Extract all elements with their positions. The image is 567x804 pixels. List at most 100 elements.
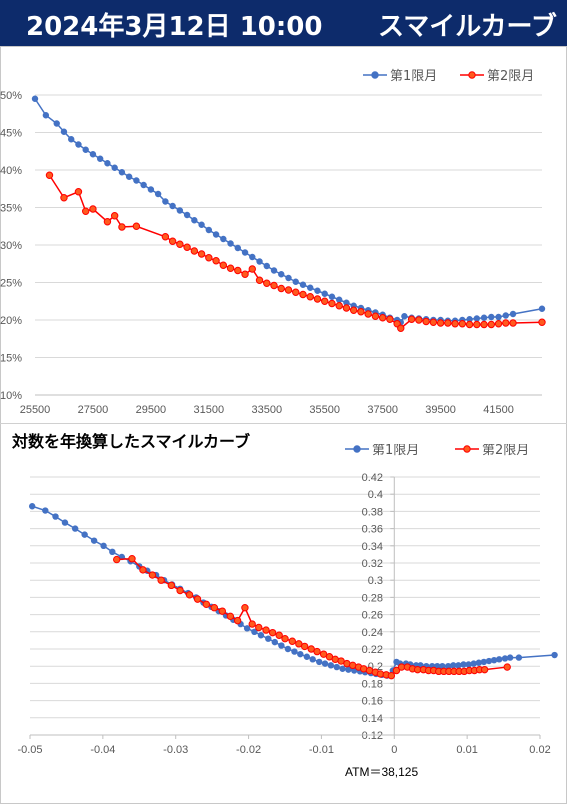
series-2-point: [429, 318, 438, 326]
series-1-point: [328, 293, 336, 300]
series-1-point: [257, 632, 265, 639]
series-1-point: [111, 164, 118, 171]
series-2-point: [292, 288, 300, 296]
series-2-point: [128, 555, 136, 563]
series-1-point: [475, 659, 482, 666]
series-1-point: [285, 274, 292, 282]
series-1-point: [125, 173, 133, 180]
series-1-point: [251, 628, 258, 635]
series-1-point: [450, 662, 457, 669]
y-tick-label: 30%: [0, 240, 22, 252]
series-2-point: [480, 665, 489, 674]
series-1-point: [299, 281, 307, 288]
series-1-point: [263, 262, 270, 270]
series-1-point: [333, 663, 340, 671]
x-tick-label: 0.02: [529, 744, 550, 756]
series-line-2: [48, 174, 543, 330]
x-tick-label: 35500: [309, 404, 340, 416]
series-2-point: [538, 318, 546, 326]
series-2-point: [241, 270, 249, 278]
series-1-point: [309, 656, 316, 663]
series-1-point: [284, 645, 292, 653]
series-1-point: [154, 190, 162, 198]
y-tick-label: 15%: [0, 353, 22, 365]
series-1-point: [515, 654, 523, 661]
series-1-point: [271, 638, 278, 646]
series-1-point: [147, 186, 155, 193]
header-date: 2024年3月12日 10:00: [26, 12, 323, 42]
series-1-point: [28, 503, 36, 510]
series-1-point: [256, 258, 263, 265]
legend-label-2: 第2限月: [487, 69, 534, 84]
y-tick-label: 50%: [0, 90, 22, 102]
y-tick-label: 0.36: [362, 524, 383, 536]
series-2-point: [255, 623, 263, 632]
series-2-point: [197, 250, 206, 258]
series-1-point: [241, 249, 249, 256]
series-2-point: [226, 264, 235, 272]
series-1-point: [60, 128, 68, 135]
series-1-point: [480, 314, 488, 321]
series-1-point: [509, 310, 517, 318]
series-1-point: [270, 267, 278, 274]
series-1-point: [470, 660, 477, 667]
chart2-title: 対数を年換算したスマイルカーブ: [12, 432, 251, 451]
y-tick-label: 45%: [0, 128, 22, 140]
series-1-point: [212, 231, 220, 238]
series-2-point: [397, 324, 405, 332]
series-2-point: [436, 319, 445, 327]
series-1-point: [81, 531, 88, 538]
series-1-point: [466, 316, 473, 323]
series-2-point: [132, 222, 141, 230]
series-1-point: [31, 95, 39, 102]
series-2-point: [176, 586, 184, 595]
series-2-point: [167, 581, 176, 590]
y-tick-label: 35%: [0, 203, 22, 215]
x-tick-label: -0.05: [17, 744, 42, 756]
series-1-point: [42, 507, 49, 514]
series-2-point: [148, 571, 157, 579]
series-2-point: [262, 626, 270, 634]
series-2-point: [234, 266, 242, 275]
series-2-point: [422, 317, 430, 326]
y-tick-label: 0.16: [362, 696, 383, 708]
series-1-point: [336, 296, 343, 303]
series-2-point: [190, 247, 199, 255]
series-2-point: [444, 319, 452, 327]
series-2-point: [300, 642, 309, 651]
series-1-point: [321, 660, 329, 667]
series-1-point: [227, 240, 234, 247]
y-tick-label: 0.42: [362, 472, 383, 484]
series-2-point: [218, 607, 227, 615]
series-2-point: [407, 315, 416, 323]
series-2-point: [255, 276, 264, 284]
series-2-point: [183, 243, 191, 251]
series-1-point: [488, 313, 495, 321]
series-2-point: [176, 240, 184, 248]
series-1-point: [291, 648, 298, 655]
x-tick-label: 0: [391, 744, 397, 756]
series-2-point: [281, 634, 289, 643]
series-1-point: [307, 284, 314, 291]
series-2-point: [113, 555, 121, 564]
series-2-point: [371, 312, 380, 320]
series-1-point: [495, 313, 502, 321]
series-2-point: [288, 637, 296, 645]
series-2-point: [118, 223, 126, 231]
series-2-point: [241, 604, 249, 612]
series-1-point: [42, 112, 50, 119]
legend-label-2: 第2限月: [482, 444, 529, 458]
series-2-point: [342, 304, 351, 312]
series-2-point: [168, 237, 177, 245]
series-1-point: [265, 635, 272, 642]
series-1-point: [133, 177, 140, 184]
series-2-point: [306, 293, 314, 301]
series-2-point: [60, 194, 68, 202]
y-tick-label: 0.26: [362, 610, 383, 622]
x-tick-label: -0.02: [236, 744, 261, 756]
atm-annotation: ATM＝38,125: [345, 765, 418, 779]
x-tick-label: 33500: [251, 404, 282, 416]
header-bar: 2024年3月12日 10:00 スマイルカーブ: [0, 0, 567, 46]
series-2-point: [268, 628, 277, 637]
series-1-point: [243, 625, 251, 632]
